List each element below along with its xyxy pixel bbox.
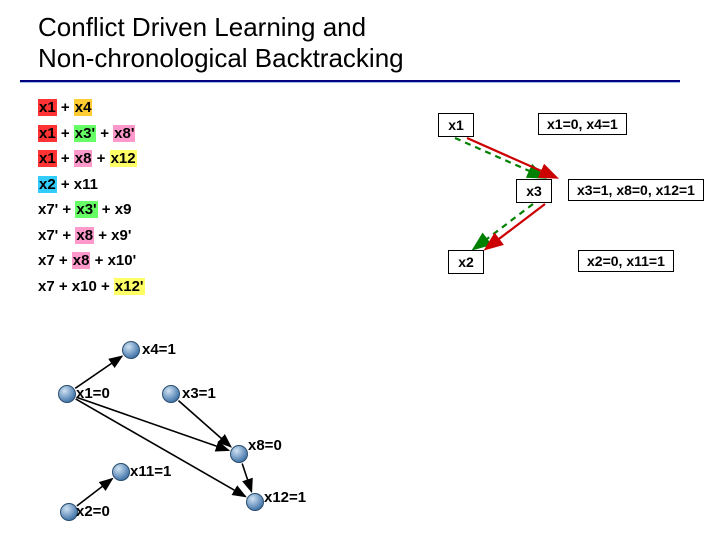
clause-row: x2 + x11 <box>38 172 145 198</box>
graph-node <box>230 445 248 463</box>
title-line-2: Non-chronological Backtracking <box>38 43 404 73</box>
tree-edge <box>475 204 533 248</box>
literal-highlight: x8 <box>74 150 93 167</box>
literal-highlight: x1 <box>38 150 57 167</box>
literal-text: x11 <box>74 176 98 193</box>
title-underline <box>20 80 680 83</box>
graph-node <box>122 341 140 359</box>
graph-node-label: x4=1 <box>142 341 176 358</box>
literal-highlight: x4 <box>74 99 93 116</box>
assignment-box: x3=1, x8=0, x12=1 <box>568 179 704 201</box>
literal-highlight: x1 <box>38 125 57 142</box>
literal-text: x7 + x10 + <box>38 278 114 295</box>
graph-edge <box>178 401 230 447</box>
literal-text: + x9 <box>98 201 132 218</box>
graph-node-label: x8=0 <box>248 437 282 454</box>
literal-text: + <box>57 125 74 142</box>
literal-highlight: x1 <box>38 99 57 116</box>
literal-text: + x9' <box>94 227 131 244</box>
graph-node <box>112 463 130 481</box>
literal-text: + <box>92 150 109 167</box>
literal-highlight: x3' <box>75 201 97 218</box>
literal-text: + <box>96 125 113 142</box>
graph-node-label: x2=0 <box>76 503 110 520</box>
clause-list: x1 + x4x1 + x3' + x8'x1 + x8 + x12x2 + x… <box>38 95 145 299</box>
tree-edge <box>467 138 555 177</box>
assignment-box: x1=0, x4=1 <box>538 113 627 135</box>
clause-row: x1 + x8 + x12 <box>38 146 145 172</box>
literal-text: + <box>58 201 75 218</box>
tree-arrows <box>340 95 710 335</box>
clause-row: x7 + x10 + x12' <box>38 274 145 300</box>
graph-node-label: x12=1 <box>264 489 306 506</box>
graph-node <box>162 385 180 403</box>
graph-edge <box>77 479 112 506</box>
page-title: Conflict Driven Learning and Non-chronol… <box>38 12 404 74</box>
tree-node-x3: x3 <box>516 179 552 203</box>
literal-highlight: x8' <box>113 125 135 142</box>
title-line-1: Conflict Driven Learning and <box>38 12 366 42</box>
clause-row: x7' + x8 + x9' <box>38 223 145 249</box>
literal-highlight: x2 <box>38 176 57 193</box>
literal-highlight: x12 <box>110 150 137 167</box>
literal-text: + <box>57 99 74 116</box>
tree-edge <box>455 138 543 177</box>
clause-row: x7 + x8 + x10' <box>38 248 145 274</box>
graph-node <box>246 493 264 511</box>
clause-row: x1 + x4 <box>38 95 145 121</box>
clause-row: x1 + x3' + x8' <box>38 121 145 147</box>
tree-node-x2: x2 <box>448 250 484 274</box>
graph-edge <box>242 463 251 491</box>
literal-text: x7' <box>38 201 58 218</box>
literal-highlight: x12' <box>114 278 145 295</box>
decision-tree: x1 x3 x2 x1=0, x4=1 x3=1, x8=0, x12=1 x2=0, x… <box>340 95 710 335</box>
graph-node-label: x3=1 <box>182 385 216 402</box>
literal-text: + <box>58 227 75 244</box>
graph-edge <box>75 356 122 388</box>
graph-node <box>58 385 76 403</box>
literal-highlight: x3' <box>74 125 96 142</box>
literal-text: + <box>57 176 74 193</box>
literal-text: x7 <box>38 252 55 269</box>
literal-highlight: x8 <box>75 227 94 244</box>
literal-text: x7' <box>38 227 58 244</box>
graph-node-label: x11=1 <box>130 463 171 480</box>
implication-graph: x4=1 x1=0 x3=1 x8=0 x11=1 x2=0 x12=1 <box>30 335 350 530</box>
literal-text: + x10' <box>90 252 136 269</box>
graph-node-label: x1=0 <box>76 385 110 402</box>
clause-row: x7' + x3' + x9 <box>38 197 145 223</box>
tree-node-x1: x1 <box>438 113 474 137</box>
literal-text: + <box>57 150 74 167</box>
literal-highlight: x8 <box>72 252 91 269</box>
assignment-box: x2=0, x11=1 <box>578 250 674 272</box>
literal-text: + <box>55 252 72 269</box>
tree-edge <box>487 204 545 248</box>
